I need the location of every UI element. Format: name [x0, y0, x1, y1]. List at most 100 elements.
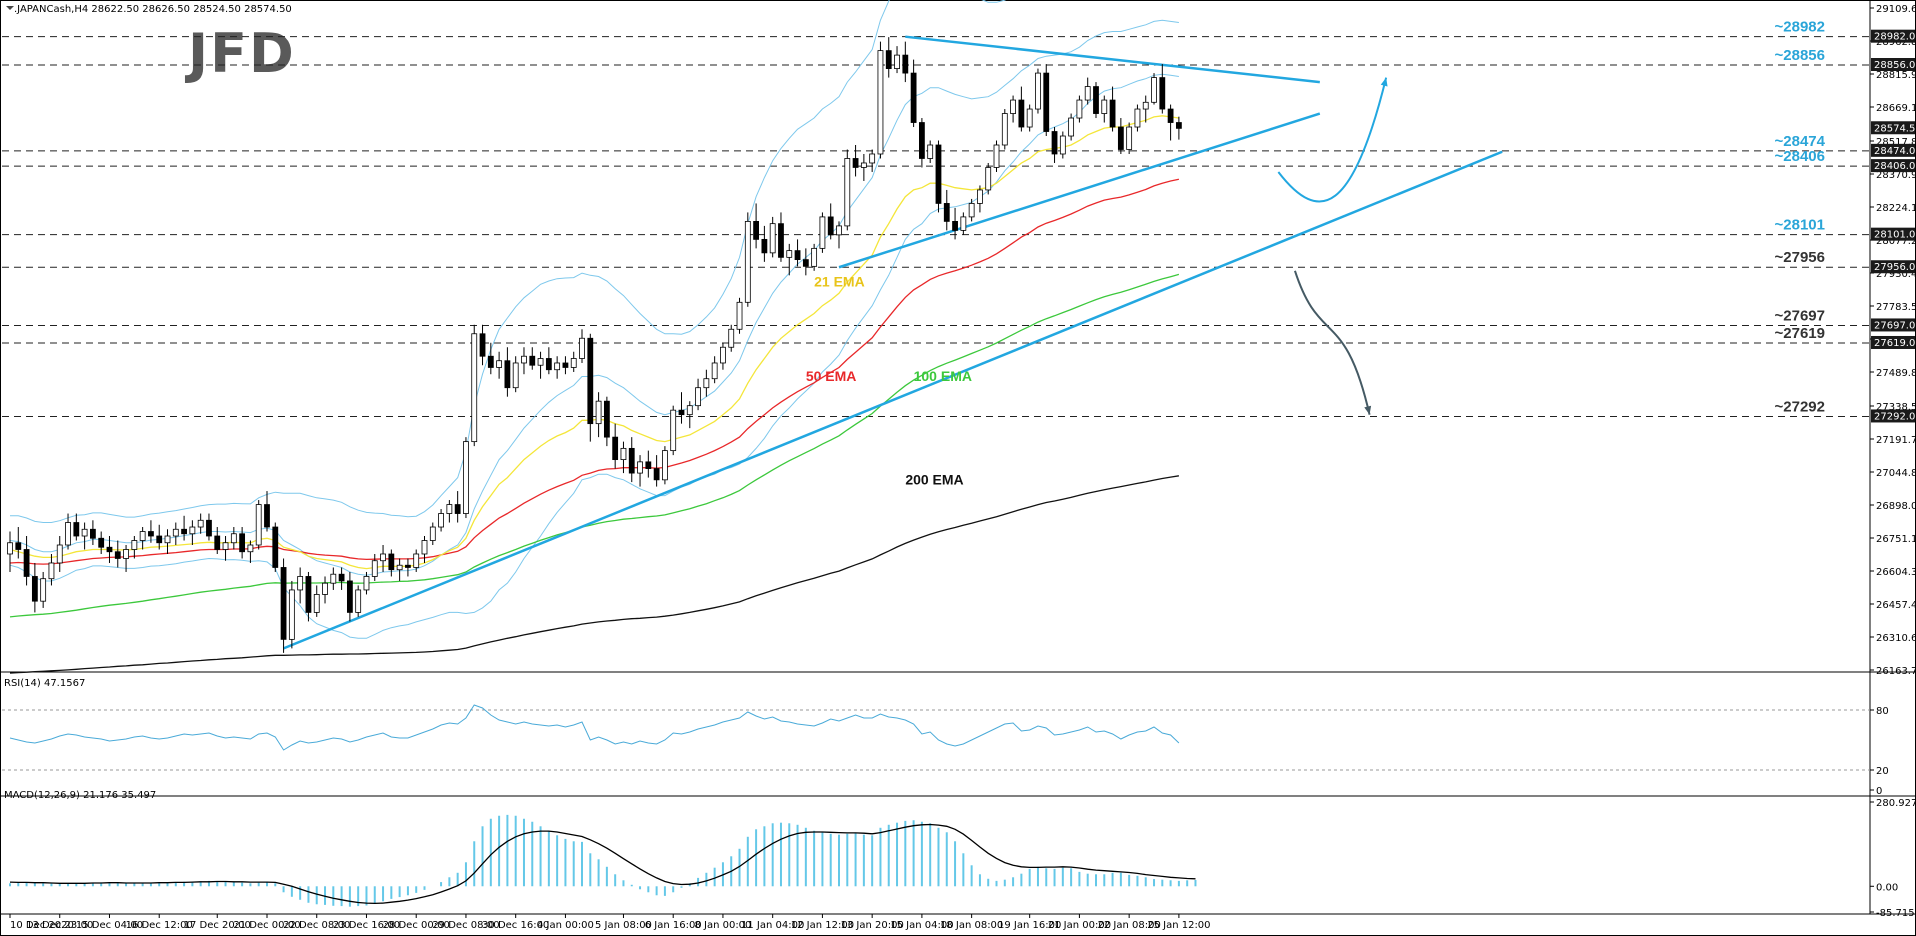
level-tag — [1871, 143, 1915, 157]
level-label: ~28474 — [1775, 133, 1826, 150]
time-tick-label: 15 Jan 04:00 — [890, 920, 953, 931]
candle-body — [943, 203, 950, 222]
time-tick-label: 11 Jan 04:00 — [741, 920, 804, 931]
candle-body — [272, 526, 279, 568]
candle-body — [371, 560, 378, 577]
candle-body — [23, 549, 30, 577]
candle-body — [479, 333, 486, 357]
time-tick-label: 4 Jan 00:00 — [537, 920, 594, 931]
candle-body — [429, 526, 436, 541]
candle-body — [579, 337, 585, 359]
candle-body — [728, 328, 735, 348]
candle-body — [346, 580, 353, 613]
candle-body — [454, 504, 461, 514]
level-tag-label: 28406.00 — [1874, 161, 1916, 172]
price-tick-label: 26898.00 — [1876, 501, 1916, 512]
price-tick-label: 26604.30 — [1876, 567, 1916, 578]
candle-body — [114, 551, 121, 559]
candle-body — [7, 542, 13, 555]
candle-body — [172, 528, 179, 537]
macd-tick-label: 280.927 — [1876, 798, 1916, 809]
level-label: ~27292 — [1775, 398, 1825, 415]
candle-body — [463, 441, 469, 514]
candle-body — [106, 546, 113, 553]
level-label: ~28982 — [1775, 19, 1825, 36]
level-label: ~27697 — [1775, 307, 1825, 324]
candle-body — [894, 54, 900, 69]
level-label: ~27956 — [1775, 249, 1825, 266]
level-tag — [1871, 159, 1915, 173]
candle-body — [1068, 117, 1075, 137]
candle-body — [662, 450, 668, 481]
level-tag — [1871, 335, 1915, 349]
candle-body — [711, 362, 718, 380]
candle-body — [620, 447, 627, 461]
time-tick-label: 29 Dec 08:00 — [432, 920, 499, 931]
candle-body — [148, 531, 154, 537]
candle-body — [197, 519, 204, 528]
candle-body — [504, 360, 511, 389]
candle-body — [1134, 108, 1141, 128]
time-tick-label: 6 Jan 16:00 — [645, 920, 702, 931]
candle-body — [40, 578, 47, 602]
candle-body — [1084, 86, 1091, 101]
candle-body — [1076, 99, 1083, 119]
price-tick-label: 27044.85 — [1876, 468, 1916, 479]
level-tag-label: 28474.00 — [1874, 146, 1916, 157]
candle-body — [653, 468, 660, 481]
candle-body — [869, 153, 876, 164]
candle-body — [844, 158, 851, 227]
candle-body — [81, 528, 88, 537]
candle-body — [836, 225, 842, 236]
candle-body — [247, 544, 254, 553]
candle-body — [156, 535, 163, 544]
candle-body — [123, 549, 129, 559]
candle-body — [1035, 72, 1041, 110]
candle-body — [280, 567, 287, 640]
price-tick-label: 27489.85 — [1876, 368, 1916, 379]
candle-body — [703, 378, 710, 389]
candle-body — [330, 573, 337, 584]
level-label: ~28856 — [1775, 47, 1825, 64]
time-tick-label: 13 Jan 20:00 — [840, 920, 903, 931]
candle-body — [446, 504, 453, 514]
level-tag-label: 28982.00 — [1874, 32, 1916, 43]
candle-body — [405, 564, 411, 568]
price-tick-label: 27783.55 — [1876, 302, 1916, 313]
candle-body — [603, 400, 610, 438]
level-tag — [1871, 227, 1915, 241]
candle-body — [637, 461, 643, 474]
candle-body — [1151, 77, 1157, 103]
main-uptrend-line — [283, 150, 1503, 650]
time-tick-label: 23 Dec 16:00 — [333, 920, 400, 931]
candle-body — [1026, 108, 1033, 128]
macd-title: MACD(12,26,9) 21.176 35.497 — [4, 790, 156, 801]
candle-body — [90, 528, 96, 539]
candle-body — [686, 405, 693, 416]
scenario-down-arrow-head — [1364, 405, 1372, 415]
candle-body — [587, 337, 594, 425]
time-tick-label: 5 Jan 08:00 — [595, 920, 652, 931]
bollinger-lower — [9, 73, 1179, 639]
candle-body — [131, 540, 138, 550]
time-tick-label: 8 Jan 00:00 — [694, 920, 751, 931]
candle-body — [678, 409, 685, 416]
candle-body — [860, 162, 867, 168]
level-label: ~28406 — [1775, 148, 1825, 165]
candle-body — [139, 531, 146, 541]
ema-label: 50 EMA — [806, 368, 857, 384]
ema-label: 21 EMA — [814, 274, 865, 290]
last-price-tag — [1871, 121, 1915, 135]
time-tick-label: 17 Dec 20:00 — [184, 920, 251, 931]
candle-body — [1142, 101, 1149, 110]
rsi-title: RSI(14) 47.1567 — [4, 678, 85, 689]
candle-body — [1001, 113, 1008, 146]
candle-body — [1109, 99, 1116, 128]
candle-body — [1175, 122, 1182, 129]
level-tag-label: 27292.00 — [1874, 411, 1916, 422]
price-tick-label: 28077.25 — [1876, 236, 1916, 247]
candle-body — [388, 553, 395, 571]
candle-body — [968, 203, 975, 218]
candle-body — [471, 333, 478, 443]
